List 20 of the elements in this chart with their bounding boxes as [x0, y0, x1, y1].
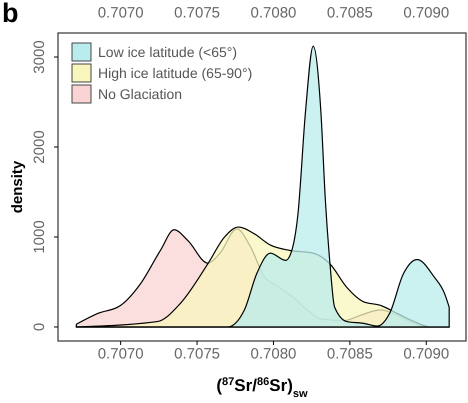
legend-label: No Glaciation [98, 86, 182, 102]
x-tick-label: 0.7080 [250, 346, 296, 363]
x2-tick-label: 0.7075 [174, 4, 220, 22]
y-tick-label: 3000 [31, 40, 48, 74]
x2-tick-label: 0.7090 [403, 4, 450, 22]
x2-tick-label: 0.7070 [98, 4, 144, 22]
legend-label: High ice latitude (65-90°) [98, 65, 252, 81]
x2-tick-label: 0.7085 [326, 4, 373, 22]
x-tick-label: 0.7070 [98, 346, 144, 363]
x-tick-label: 0.7075 [174, 346, 220, 363]
x-tick-label: 0.7090 [403, 346, 450, 363]
y-tick-label: 2000 [31, 130, 48, 164]
legend-label: Low ice latitude (<65°) [98, 44, 238, 60]
x-axis-title: ($^{87}$Sr/$^{86}$Sr)$_{sw}$ [216, 376, 308, 400]
x-tick-label: 0.7085 [326, 346, 373, 363]
y-tick-label: 0 [31, 322, 48, 332]
y-tick-label: 1000 [31, 220, 48, 254]
x2-tick-label: 0.7080 [250, 4, 296, 22]
text: b [2, 0, 18, 28]
y-axis-title: density [9, 160, 26, 214]
